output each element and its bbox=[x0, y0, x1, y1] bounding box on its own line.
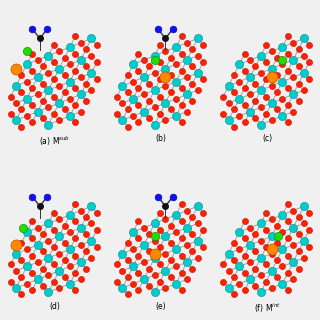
Text: (f) M$^{int}$: (f) M$^{int}$ bbox=[254, 302, 281, 316]
Text: (a) M$^{sub}$: (a) M$^{sub}$ bbox=[39, 134, 70, 148]
Text: (b): (b) bbox=[156, 134, 166, 143]
Text: (e): (e) bbox=[156, 302, 166, 311]
Text: (c): (c) bbox=[262, 134, 272, 143]
Text: (d): (d) bbox=[49, 302, 60, 311]
